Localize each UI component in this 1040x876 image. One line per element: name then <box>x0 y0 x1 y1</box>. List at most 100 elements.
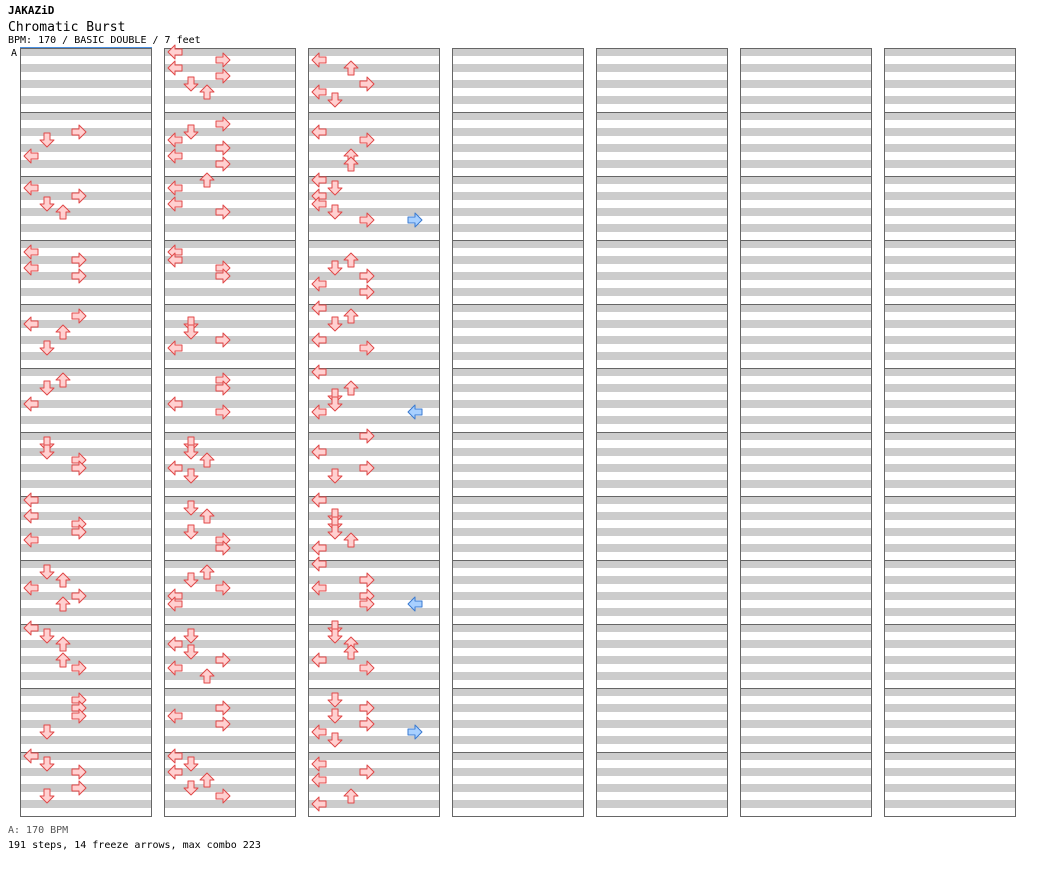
note-arrow <box>55 652 71 668</box>
note-arrow <box>71 268 87 284</box>
note-arrow <box>311 652 327 668</box>
note-arrow <box>183 324 199 340</box>
note-arrow <box>311 84 327 100</box>
note-arrow <box>343 308 359 324</box>
note-arrow <box>167 148 183 164</box>
note-arrow <box>215 652 231 668</box>
note-arrow <box>343 60 359 76</box>
note-arrow <box>359 764 375 780</box>
note-arrow-blue <box>407 212 423 228</box>
note-arrow <box>359 660 375 676</box>
note-arrow <box>71 708 87 724</box>
note-arrow <box>183 644 199 660</box>
note-arrow <box>311 404 327 420</box>
note-arrow-blue <box>407 724 423 740</box>
chart-column <box>884 48 1016 817</box>
note-arrow <box>55 572 71 588</box>
artist-name: JAKAZiD <box>8 4 55 17</box>
note-arrow <box>327 708 343 724</box>
note-arrow <box>71 524 87 540</box>
note-arrow <box>39 132 55 148</box>
measure-box <box>452 752 584 817</box>
note-arrow <box>39 628 55 644</box>
note-arrow <box>311 580 327 596</box>
note-arrow <box>199 452 215 468</box>
bpm-marker-line <box>20 47 152 48</box>
note-arrow <box>199 84 215 100</box>
note-arrow <box>215 68 231 84</box>
measure-box <box>884 752 1016 817</box>
chart-column <box>20 48 152 817</box>
note-arrow <box>23 396 39 412</box>
note-arrow <box>343 252 359 268</box>
note-arrow <box>343 380 359 396</box>
note-arrow <box>311 276 327 292</box>
note-arrow <box>39 444 55 460</box>
note-arrow <box>39 724 55 740</box>
note-arrow <box>39 564 55 580</box>
note-arrow <box>311 364 327 380</box>
note-arrow <box>167 596 183 612</box>
note-arrow <box>215 204 231 220</box>
note-arrow-blue <box>407 404 423 420</box>
chart-info: BPM: 170 / BASIC DOUBLE / 7 feet <box>8 35 201 46</box>
note-arrow <box>167 132 183 148</box>
note-arrow <box>167 748 183 764</box>
note-arrow <box>167 196 183 212</box>
note-arrow <box>327 316 343 332</box>
note-arrow <box>327 260 343 276</box>
note-arrow <box>311 444 327 460</box>
measure-box <box>20 752 152 817</box>
note-arrow <box>343 532 359 548</box>
bpm-legend: A: 170 BPM <box>8 825 69 836</box>
note-arrow <box>311 540 327 556</box>
note-arrow <box>215 116 231 132</box>
note-arrow <box>215 580 231 596</box>
note-arrow <box>23 148 39 164</box>
chart-column <box>308 48 440 817</box>
note-arrow <box>359 716 375 732</box>
note-arrow <box>359 76 375 92</box>
measure-box <box>164 752 296 817</box>
note-arrow <box>71 460 87 476</box>
note-arrow <box>167 60 183 76</box>
note-arrow <box>23 620 39 636</box>
note-arrow <box>199 508 215 524</box>
measure-box <box>308 752 440 817</box>
note-arrow <box>311 724 327 740</box>
note-arrow <box>311 772 327 788</box>
note-arrow <box>327 692 343 708</box>
note-arrow <box>55 204 71 220</box>
note-arrow <box>167 636 183 652</box>
note-arrow <box>327 204 343 220</box>
note-arrow <box>71 252 87 268</box>
note-arrow <box>327 628 343 644</box>
note-arrow <box>359 284 375 300</box>
bpm-marker: A <box>11 48 18 59</box>
note-arrow <box>183 524 199 540</box>
note-arrow <box>183 124 199 140</box>
note-arrow <box>183 780 199 796</box>
note-arrow <box>199 172 215 188</box>
note-arrow <box>215 716 231 732</box>
note-arrow <box>327 732 343 748</box>
note-arrow <box>183 468 199 484</box>
note-arrow <box>199 772 215 788</box>
note-arrow <box>71 780 87 796</box>
note-arrow <box>311 52 327 68</box>
note-arrow <box>215 404 231 420</box>
note-arrow <box>71 124 87 140</box>
note-arrow <box>215 156 231 172</box>
note-arrow <box>167 340 183 356</box>
measure-box <box>596 752 728 817</box>
note-arrow <box>327 180 343 196</box>
note-arrow <box>183 572 199 588</box>
note-arrow <box>55 596 71 612</box>
note-arrow-blue <box>407 596 423 612</box>
chart-column <box>740 48 872 817</box>
note-arrow <box>23 316 39 332</box>
note-arrow <box>359 596 375 612</box>
note-arrow <box>199 668 215 684</box>
note-arrow <box>215 380 231 396</box>
note-arrow <box>215 52 231 68</box>
